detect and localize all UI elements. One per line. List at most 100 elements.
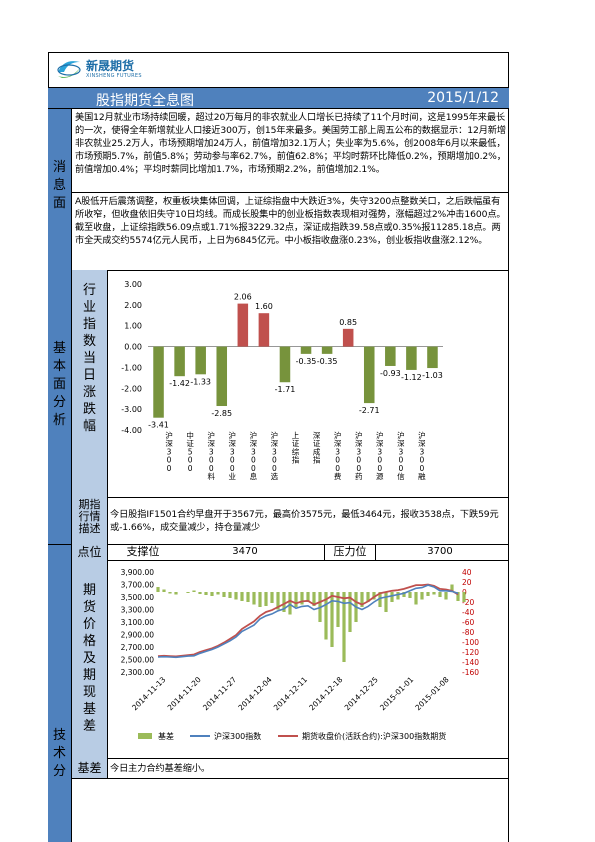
x-tick-label: 沪深 3 0 0 选 — [271, 430, 279, 481]
basis-bar — [270, 592, 274, 603]
bar — [174, 346, 185, 377]
basis-bar — [348, 592, 352, 632]
bar — [427, 346, 438, 369]
y-tick-label: 3,100.00 — [121, 618, 155, 627]
basis-bar — [216, 592, 220, 595]
basis-bar — [456, 592, 460, 601]
basis-bar — [336, 592, 340, 627]
futures-desc-label: 期指 行情 描述 — [72, 497, 108, 544]
basis-bar — [264, 592, 268, 606]
page-title: 股指期货全息图 — [96, 93, 194, 109]
technical-label-char: 分 — [52, 764, 66, 779]
bar — [385, 346, 396, 366]
basis-bar — [258, 592, 262, 607]
data-label: -1.33 — [190, 377, 211, 386]
data-label: -1.03 — [422, 371, 443, 380]
basis-bar — [390, 592, 394, 602]
legend-basis-label: 基差 — [158, 731, 174, 741]
bar — [237, 303, 249, 347]
basis-bar — [192, 590, 196, 592]
y2-tick-label: -140 — [462, 658, 479, 667]
basis-bar — [312, 592, 316, 606]
divider — [324, 544, 325, 560]
divider — [72, 192, 509, 193]
x-tick-label: 2014-12-25 — [343, 675, 380, 712]
data-label: 1.60 — [255, 302, 273, 311]
news-paragraph-us: 美国12月就业市场持续回暖，超过20万每月的非农就业人口增长已持续了11个月时间… — [75, 112, 506, 176]
chart1-label-char: 数 — [82, 334, 96, 349]
y-tick-label: 2.00 — [124, 301, 142, 310]
chart2-label-char: 格 — [82, 634, 96, 649]
news-label-char: 面 — [52, 196, 66, 211]
basis-bar — [360, 592, 364, 607]
basis-bar — [300, 592, 304, 605]
divider — [48, 497, 509, 498]
basis-bar — [306, 592, 310, 602]
divider — [375, 544, 376, 560]
title-bar: 股指期货全息图 2015/1/12 — [48, 87, 509, 109]
logo-name: 新晟期货 — [86, 59, 135, 73]
futures-line — [157, 583, 459, 658]
basis-bar — [342, 592, 346, 662]
data-label: -1.42 — [169, 379, 190, 388]
x-tick-label: 沪深 3 0 0 信 — [397, 430, 405, 481]
legend-hs300-label: 沪深300指数 — [214, 731, 261, 741]
y-tick-label: 3,300.00 — [121, 606, 155, 615]
hs300-line — [157, 584, 459, 659]
fundamental-label-char: 分 — [52, 395, 66, 410]
bar — [258, 313, 270, 347]
basis-bar — [240, 592, 244, 601]
y-tick-label: -1.00 — [121, 363, 142, 372]
chart1-label-char: 业 — [82, 300, 96, 315]
legend-basis-swatch — [138, 733, 152, 739]
company-logo: 新晟期货 XINSHENG FUTURES — [54, 54, 184, 88]
basis-bar — [204, 592, 208, 595]
basis-bar — [378, 592, 382, 607]
basis-bar — [288, 592, 292, 615]
x-tick-label: 2014-12-11 — [272, 675, 309, 712]
x-tick-label: 沪深 3 0 0 业 — [229, 430, 237, 481]
x-tick-label: 2014-12-04 — [236, 675, 273, 712]
resistance-value: 3700 — [427, 546, 453, 557]
basis-bar — [462, 592, 466, 602]
y-tick-label: 2,300.00 — [121, 668, 155, 677]
x-tick-label: 2014-12-18 — [307, 675, 344, 712]
news-label-char: 息 — [52, 178, 66, 193]
x-tick-label: 2015-01-08 — [413, 675, 450, 712]
bar — [195, 346, 206, 375]
fundamental-label-char: 基 — [52, 341, 66, 356]
chart2-label-char: 价 — [82, 617, 96, 632]
fundamental-section-label: 基本面分析 — [48, 270, 72, 497]
basis-bar — [438, 592, 442, 597]
y-tick-label: 2,500.00 — [121, 656, 155, 665]
data-label: -2.85 — [211, 409, 232, 418]
y2-tick-label: -80 — [462, 628, 474, 637]
y2-tick-label: 40 — [462, 568, 472, 577]
basis-bar — [246, 592, 250, 602]
logo-subtitle: XINSHENG FUTURES — [86, 73, 142, 79]
data-label: -3.41 — [148, 421, 169, 430]
x-tick-label: 沪深 3 0 0 融 — [418, 430, 426, 481]
news-section-label: 消息面 — [48, 109, 72, 270]
divider — [48, 544, 509, 545]
news-paragraph-a-share: A股低开后震荡调整，权重板块集体回调，上证综指盘中大跌近3%，失守3200点整数… — [75, 196, 506, 247]
x-tick-label: 沪深 3 0 0 药 — [355, 430, 363, 481]
basis-bar — [450, 584, 454, 592]
y2-tick-label: -20 — [462, 598, 474, 607]
bar — [363, 346, 375, 404]
x-tick-label: 沪深 3 0 0 息 — [250, 430, 258, 481]
basis-bar — [228, 592, 232, 598]
technical-label-char: 术 — [52, 746, 66, 761]
basis-text: 今日主力合约基差缩小。 — [110, 763, 210, 774]
futures-basis-chart: 3,900.00 3,700.00 3,500.00 3,300.00 3,100.00… — [121, 568, 480, 741]
divider — [72, 560, 509, 561]
x-tick-label: 2015-01-01 — [378, 675, 415, 712]
data-label: -0.35 — [296, 357, 317, 366]
bar — [279, 346, 291, 383]
chart1-label-char: 涨 — [82, 385, 96, 400]
basis-bar — [432, 592, 436, 595]
y2-tick-label: -120 — [462, 648, 479, 657]
y-tick-label: 3,900.00 — [121, 568, 155, 577]
y2-tick-label: -160 — [462, 668, 479, 677]
technical-section-label: 技术分 — [48, 497, 72, 842]
